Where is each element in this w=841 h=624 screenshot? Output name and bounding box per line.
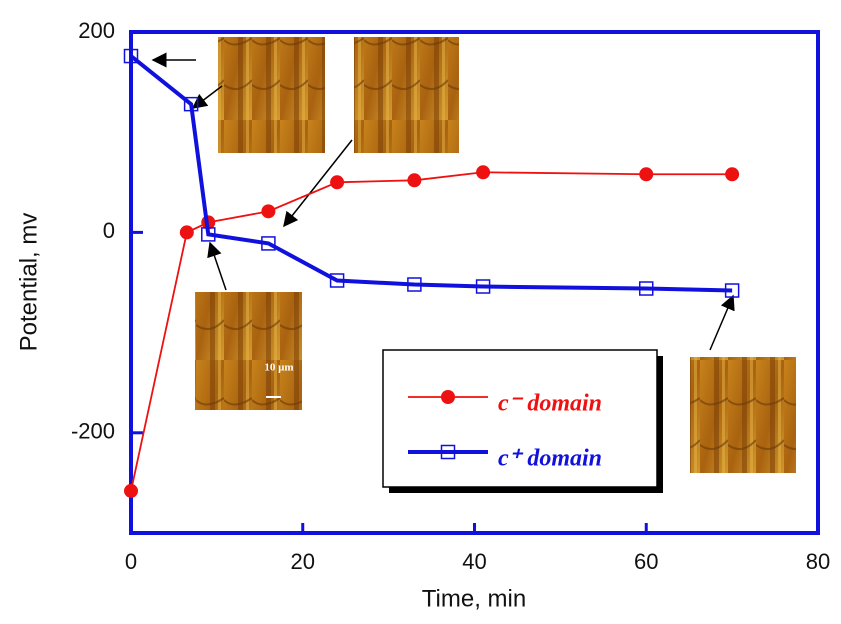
- x-tick-label: 20: [291, 549, 315, 574]
- marker: [724, 283, 740, 298]
- marker: [476, 165, 491, 180]
- marker: [179, 225, 194, 240]
- afm-insets: 10 μm: [195, 37, 796, 473]
- legend-box: [382, 349, 658, 488]
- marker: [441, 390, 455, 404]
- marker: [124, 483, 138, 498]
- marker: [407, 173, 422, 188]
- x-axis-label: Time, min: [422, 585, 526, 612]
- legend: [382, 349, 663, 493]
- marker: [639, 167, 654, 182]
- afm-image: [195, 292, 302, 410]
- y-tick-label: 200: [78, 18, 115, 43]
- x-tick-label: 40: [462, 549, 486, 574]
- arrow: [283, 139, 353, 228]
- y-tick-label: 0: [103, 218, 115, 243]
- marker: [440, 444, 456, 460]
- marker: [123, 48, 139, 64]
- marker: [183, 96, 199, 112]
- series-line: [129, 54, 733, 293]
- marker: [407, 277, 422, 292]
- afm-image: [354, 37, 459, 153]
- marker: [330, 175, 345, 190]
- x-tick-label: 0: [125, 549, 137, 574]
- legend-label: c⁻ domain: [498, 391, 602, 417]
- marker: [475, 279, 491, 294]
- afm-image: [690, 357, 796, 473]
- legend-label: c⁺ domain: [498, 446, 602, 472]
- marker: [201, 227, 216, 242]
- arrow: [709, 294, 735, 351]
- scale-label: 10 μm: [264, 362, 293, 374]
- marker: [261, 236, 276, 251]
- y-tick-label: -200: [71, 419, 115, 444]
- afm-image: [218, 37, 325, 153]
- marker: [725, 167, 740, 182]
- marker: [329, 273, 345, 288]
- x-tick-label: 80: [806, 549, 830, 574]
- y-axis-label: Potential, mv: [15, 213, 42, 352]
- marker: [261, 204, 276, 219]
- x-tick-label: 60: [634, 549, 658, 574]
- marker: [639, 281, 654, 296]
- arrow: [207, 241, 227, 291]
